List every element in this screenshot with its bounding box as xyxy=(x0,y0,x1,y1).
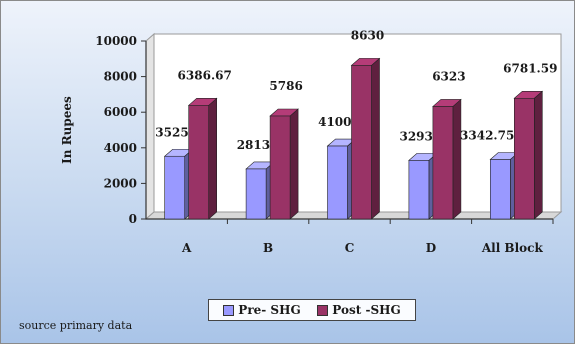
data-label: 6781.59 xyxy=(503,61,557,75)
bar-side xyxy=(533,90,543,220)
data-label: 3342.75 xyxy=(460,128,514,142)
data-label: 6386.67 xyxy=(178,68,232,82)
source-note: source primary data xyxy=(19,319,133,332)
plot-side-wall xyxy=(145,32,155,221)
bar-post-shg xyxy=(432,106,454,220)
y-tick-label: 8000 xyxy=(104,70,137,84)
data-label: 6323 xyxy=(432,69,465,83)
y-tick-label: 10000 xyxy=(95,34,137,48)
legend-swatch-pre-shg xyxy=(223,304,235,316)
bar-side xyxy=(452,98,462,220)
x-tick-label: All Block xyxy=(481,241,544,255)
y-axis-title: In Rupees xyxy=(60,96,74,164)
y-tick-label: 4000 xyxy=(104,141,137,155)
x-tick-label: A xyxy=(181,241,192,255)
bar-post-shg xyxy=(269,115,291,220)
legend-item-post-shg: Post -SHG xyxy=(317,303,401,317)
legend-label-pre-shg: Pre- SHG xyxy=(238,303,301,317)
chart-legend: Pre- SHG Post -SHG xyxy=(208,299,416,321)
data-label: 5786 xyxy=(269,79,302,93)
legend-label-post-shg: Post -SHG xyxy=(332,303,401,317)
data-label: 2813 xyxy=(237,138,270,152)
bar-pre-shg xyxy=(489,159,511,220)
bar-post-shg xyxy=(188,105,209,220)
bar-pre-shg xyxy=(245,168,267,220)
x-tick-label: B xyxy=(263,241,273,255)
y-tick-label: 6000 xyxy=(104,105,137,119)
bar-pre-shg xyxy=(408,160,430,220)
bar-side xyxy=(208,97,217,220)
legend-swatch-post-shg xyxy=(317,304,329,316)
bar-side xyxy=(371,57,380,220)
bar-pre-shg xyxy=(327,145,348,220)
y-tick-label: 2000 xyxy=(104,176,137,190)
data-label: 3293 xyxy=(399,129,432,143)
data-label: 4100 xyxy=(318,115,351,129)
bar-post-shg xyxy=(513,97,535,220)
legend-item-pre-shg: Pre- SHG xyxy=(223,303,301,317)
bar-side xyxy=(289,108,299,220)
data-label: 3525 xyxy=(155,125,188,139)
data-label: 8630 xyxy=(351,28,384,42)
y-tick-label: 0 xyxy=(129,212,137,226)
x-tick-label: D xyxy=(426,241,436,255)
x-tick-label: C xyxy=(345,241,355,255)
bar-pre-shg xyxy=(164,155,185,220)
bar-post-shg xyxy=(351,65,372,220)
